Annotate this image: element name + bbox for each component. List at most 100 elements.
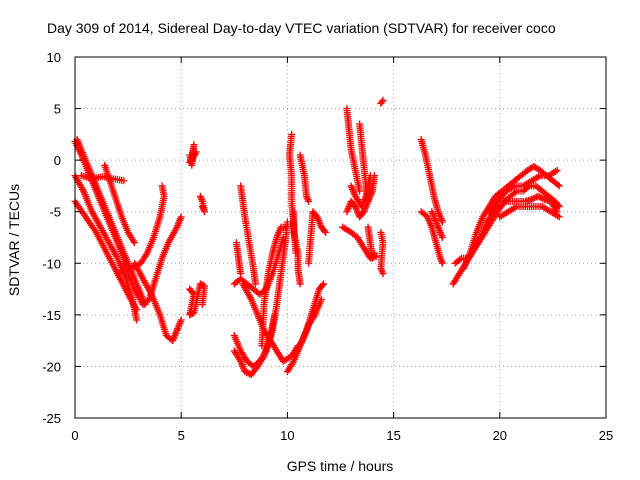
- data-point: [281, 223, 289, 231]
- data-point: [555, 213, 563, 221]
- series-arc-08: [120, 213, 185, 309]
- y-tick-label: 5: [54, 102, 61, 117]
- data-point: [243, 368, 251, 376]
- data-point: [198, 196, 206, 204]
- data-point: [317, 295, 325, 303]
- data-point: [537, 194, 545, 202]
- plot-frame: [74, 56, 607, 419]
- data-point: [271, 311, 279, 319]
- series-arc-10: [186, 141, 200, 169]
- y-tick-label: 10: [47, 50, 61, 65]
- series-arc-05: [77, 172, 128, 185]
- y-tick-label: 0: [54, 153, 61, 168]
- data-point: [177, 316, 185, 324]
- y-tick-label: -15: [42, 308, 61, 323]
- data-point: [539, 195, 547, 203]
- data-point: [531, 194, 539, 202]
- series-arc-17: [232, 239, 245, 278]
- data-point: [438, 259, 446, 267]
- x-tick-label: 25: [599, 428, 613, 443]
- data-point: [553, 166, 561, 174]
- series-arc-41: [496, 203, 563, 221]
- data-point: [304, 196, 312, 204]
- data-point: [133, 306, 141, 314]
- x-tick-label: 5: [178, 428, 185, 443]
- x-tick-label: 15: [386, 428, 400, 443]
- data-point: [320, 280, 328, 288]
- data-point: [288, 130, 296, 138]
- data-point: [437, 256, 445, 264]
- y-tick-label: -25: [42, 411, 61, 426]
- data-point: [364, 197, 372, 205]
- y-axis-title: SDTVAR / TECUs: [6, 184, 22, 296]
- data-point: [241, 368, 249, 376]
- data-point: [186, 158, 194, 166]
- data-point: [370, 249, 378, 257]
- series-arc-33: [377, 96, 387, 107]
- axis-ticks: [74, 56, 607, 419]
- data-point: [290, 208, 298, 216]
- series-arc-11: [186, 280, 209, 319]
- data-point: [379, 96, 387, 104]
- data-point: [511, 188, 519, 196]
- data-point: [133, 316, 141, 324]
- data-point: [378, 268, 386, 276]
- data-point: [438, 218, 446, 226]
- data-point: [534, 192, 542, 200]
- series-arc-06: [101, 161, 138, 247]
- data-point: [158, 182, 166, 190]
- series-arc-30: [356, 120, 372, 205]
- series-arc-34: [417, 136, 446, 226]
- y-tick-label: -10: [42, 256, 61, 271]
- x-axis-title: GPS time / hours: [287, 458, 394, 474]
- chart-title: Day 309 of 2014, Sidereal Day-to-day VTE…: [47, 20, 556, 36]
- x-tick-label: 0: [71, 428, 78, 443]
- data-point: [198, 301, 206, 309]
- data-point: [438, 234, 446, 241]
- x-tick-label: 10: [280, 428, 294, 443]
- series-arc-21: [290, 295, 325, 360]
- data-point: [198, 203, 206, 211]
- y-tick-label: -5: [49, 205, 61, 220]
- series-arc-32: [377, 228, 387, 278]
- series-arc-18: [237, 182, 260, 288]
- data-point: [529, 195, 537, 203]
- grid-lines: [75, 57, 606, 418]
- data-point: [378, 266, 386, 274]
- data-point: [120, 177, 128, 185]
- series-arc-03: [73, 136, 149, 309]
- series-arc-25: [305, 208, 330, 267]
- data-point: [536, 193, 544, 201]
- series-arc-12: [196, 192, 209, 216]
- series-arc-39: [460, 162, 563, 272]
- data-point: [321, 227, 329, 235]
- series-arc-40: [485, 166, 561, 216]
- data-point: [252, 280, 260, 288]
- data-point: [303, 194, 311, 202]
- y-tick-labels: -25 -20 -15 -10 -5 0 5 10: [42, 50, 61, 426]
- data-point: [501, 199, 509, 207]
- data-point: [237, 270, 245, 278]
- series-arc-35: [417, 208, 446, 267]
- data-point: [130, 239, 138, 247]
- data-point: [279, 234, 287, 241]
- series-arc-23: [290, 208, 304, 288]
- series-arc-19: [258, 223, 289, 350]
- series-arc-24: [296, 151, 313, 205]
- data-point: [379, 270, 387, 278]
- series-arc-09: [130, 259, 185, 345]
- series-arc-31: [364, 223, 378, 262]
- data-point: [177, 213, 185, 221]
- data-point: [305, 197, 313, 205]
- data-point: [555, 182, 563, 190]
- data-point: [554, 181, 562, 189]
- x-tick-labels: 0 5 10 15 20 25: [71, 428, 613, 443]
- data-point: [356, 187, 364, 195]
- y-tick-label: -20: [42, 359, 61, 374]
- series-arc-22: [286, 130, 300, 257]
- data-point: [322, 228, 330, 236]
- series-arc-36: [428, 208, 446, 241]
- data-point: [456, 255, 464, 263]
- data-point: [318, 281, 326, 289]
